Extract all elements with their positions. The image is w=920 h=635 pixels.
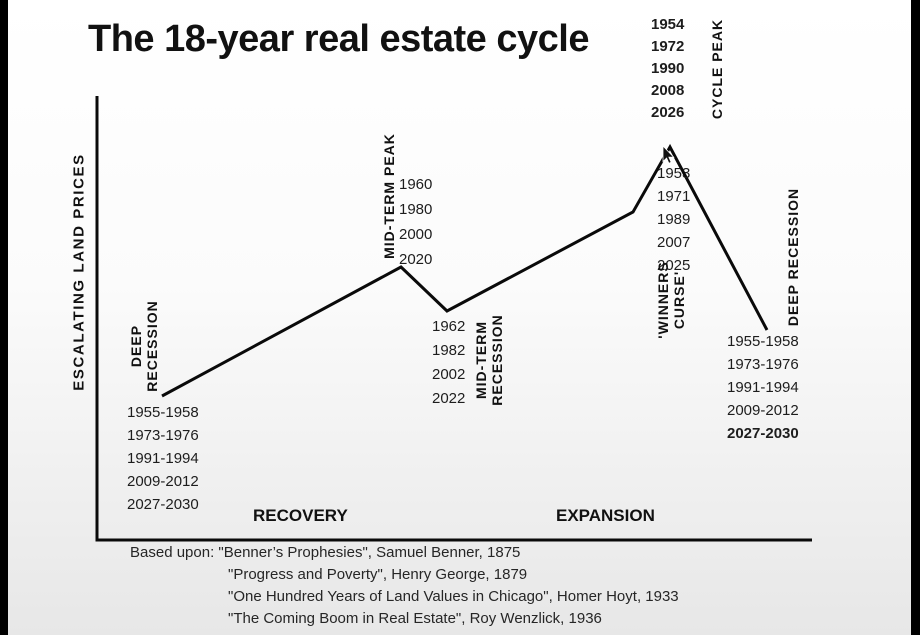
stage-label-line: DEEP RECESSION: [784, 187, 801, 327]
year-item: 1954: [651, 16, 685, 33]
stage-label-deep-recession-end: DEEP RECESSION: [785, 188, 801, 326]
stage-label-line: CURSE': [671, 270, 687, 330]
stage-label-cycle-peak: CYCLE PEAK: [709, 19, 725, 119]
stage-label-mid-term-peak: MID-TERM PEAK: [381, 133, 397, 259]
years-deep-recession-end: 1955-1958 1973-1976 1991-1994 2009-2012 …: [727, 330, 799, 445]
year-item: 1971: [657, 188, 691, 205]
attribution-source: "Benner’s Prophesies", Samuel Benner, 18…: [218, 544, 521, 561]
stage-label-line: CYCLE PEAK: [708, 18, 725, 120]
year-item: 2002: [432, 366, 466, 383]
letterbox-left: [0, 0, 8, 635]
year-item: 1973-1976: [727, 356, 799, 373]
stage-label-line: RECESSION: [144, 300, 160, 392]
year-item: 1955-1958: [727, 333, 799, 350]
page-title: The 18-year real estate cycle: [88, 18, 589, 60]
stage-label-line: MID-TERM: [472, 321, 489, 399]
years-winners-curse: 1953 1971 1989 2007 2025: [657, 162, 690, 277]
mouse-cursor-icon: [662, 145, 675, 164]
year-item: 1953: [657, 165, 691, 182]
year-item: 2022: [432, 390, 466, 407]
year-item: 1991-1994: [127, 450, 199, 467]
attribution-line: Based upon: "Benner’s Prophesies", Samue…: [130, 542, 679, 564]
year-item: 2025: [657, 257, 691, 274]
year-item: 1972: [651, 38, 685, 55]
attribution-source: "Progress and Poverty", Henry George, 18…: [228, 566, 528, 583]
year-item: 2000: [399, 226, 433, 243]
letterbox-right: [911, 0, 920, 635]
years-deep-recession-start: 1955-1958 1973-1976 1991-1994 2009-2012 …: [127, 401, 199, 516]
attribution-intro: Based upon:: [130, 544, 215, 561]
year-item: 1982: [432, 342, 466, 359]
year-item: 1960: [399, 176, 433, 193]
years-mid-term-recession: 1962 1982 2002 2022: [432, 315, 465, 411]
cycle-curve: [161, 143, 769, 398]
attribution-source: "One Hundred Years of Land Values in Chi…: [228, 588, 679, 605]
year-item: 2026: [651, 104, 685, 121]
stage-label-mid-term-recession: MID-TERM RECESSION: [473, 314, 505, 405]
year-item: 2027-2030: [727, 425, 799, 442]
stage-label-line: MID-TERM PEAK: [380, 133, 397, 259]
stage-label-winners-curse: 'WINNERS CURSE': [655, 261, 687, 338]
year-item: 2009-2012: [727, 402, 799, 419]
axes: [95, 96, 812, 542]
stage-label-deep-recession-start: DEEP RECESSION: [128, 300, 160, 391]
year-item: 2009-2012: [127, 473, 199, 490]
year-item: 2027-2030: [127, 496, 199, 513]
stage-label-line: DEEP: [127, 324, 144, 368]
y-axis-label: ESCALATING LAND PRICES: [70, 153, 88, 391]
year-item: 1973-1976: [127, 427, 199, 444]
year-item: 1990: [651, 60, 685, 77]
phase-label-expansion: EXPANSION: [556, 506, 655, 525]
attribution: Based upon: "Benner’s Prophesies", Samue…: [130, 542, 679, 630]
year-item: 2020: [399, 251, 433, 268]
stage-label-line: RECESSION: [489, 314, 505, 406]
year-item: 1991-1994: [727, 379, 799, 396]
stage-label-line: 'WINNERS: [654, 261, 671, 339]
year-item: 1980: [399, 201, 433, 218]
attribution-source: "The Coming Boom in Real Estate", Roy We…: [228, 610, 602, 627]
year-item: 2007: [657, 234, 691, 251]
year-item: 1989: [657, 211, 691, 228]
year-item: 1962: [432, 318, 466, 335]
year-item: 1955-1958: [127, 404, 199, 421]
years-mid-term-peak: 1960 1980 2000 2020: [399, 172, 432, 272]
phase-label-recovery: RECOVERY: [253, 506, 348, 525]
years-cycle-peak: 1954 1972 1990 2008 2026: [651, 14, 684, 124]
year-item: 2008: [651, 82, 685, 99]
